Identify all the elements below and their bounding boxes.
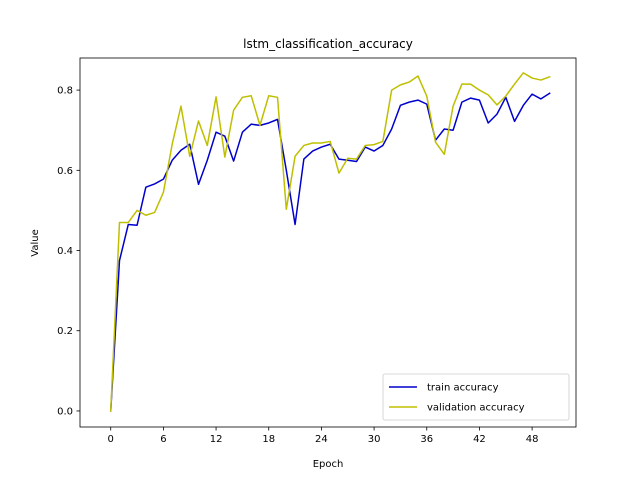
x-tick-label: 12 [210, 434, 223, 445]
y-tick-label: 0.0 [57, 406, 73, 417]
x-tick-label: 30 [368, 434, 381, 445]
legend-label-0: train accuracy [427, 383, 499, 394]
y-axis-label: Value [30, 229, 41, 256]
x-tick-label: 0 [108, 434, 114, 445]
legend-box [382, 373, 570, 421]
y-tick-label: 0.2 [57, 326, 73, 337]
x-axis-label: Epoch [313, 459, 344, 470]
y-tick-label: 0.6 [57, 166, 73, 177]
axes-frame [79, 57, 577, 428]
axes: 0 6 12 18 24 30 36 42 48 0.0 0.2 0.4 0.6 0.8 [57, 57, 577, 445]
x-tick-label: 6 [160, 434, 166, 445]
plot-area [109, 72, 551, 412]
legend: train accuracy validation accuracy [382, 373, 570, 421]
chart-title: lstm_classification_accuracy [243, 37, 413, 51]
x-tick-label: 24 [315, 434, 328, 445]
x-tick-label: 36 [420, 434, 433, 445]
x-tick-label: 42 [473, 434, 486, 445]
series-line-1 [109, 72, 551, 412]
legend-label-1: validation accuracy [427, 403, 525, 414]
y-tick-label: 0.4 [57, 246, 73, 257]
y-tick-label: 0.8 [57, 86, 73, 97]
x-tick-label: 18 [262, 434, 275, 445]
x-tick-label: 48 [526, 434, 539, 445]
